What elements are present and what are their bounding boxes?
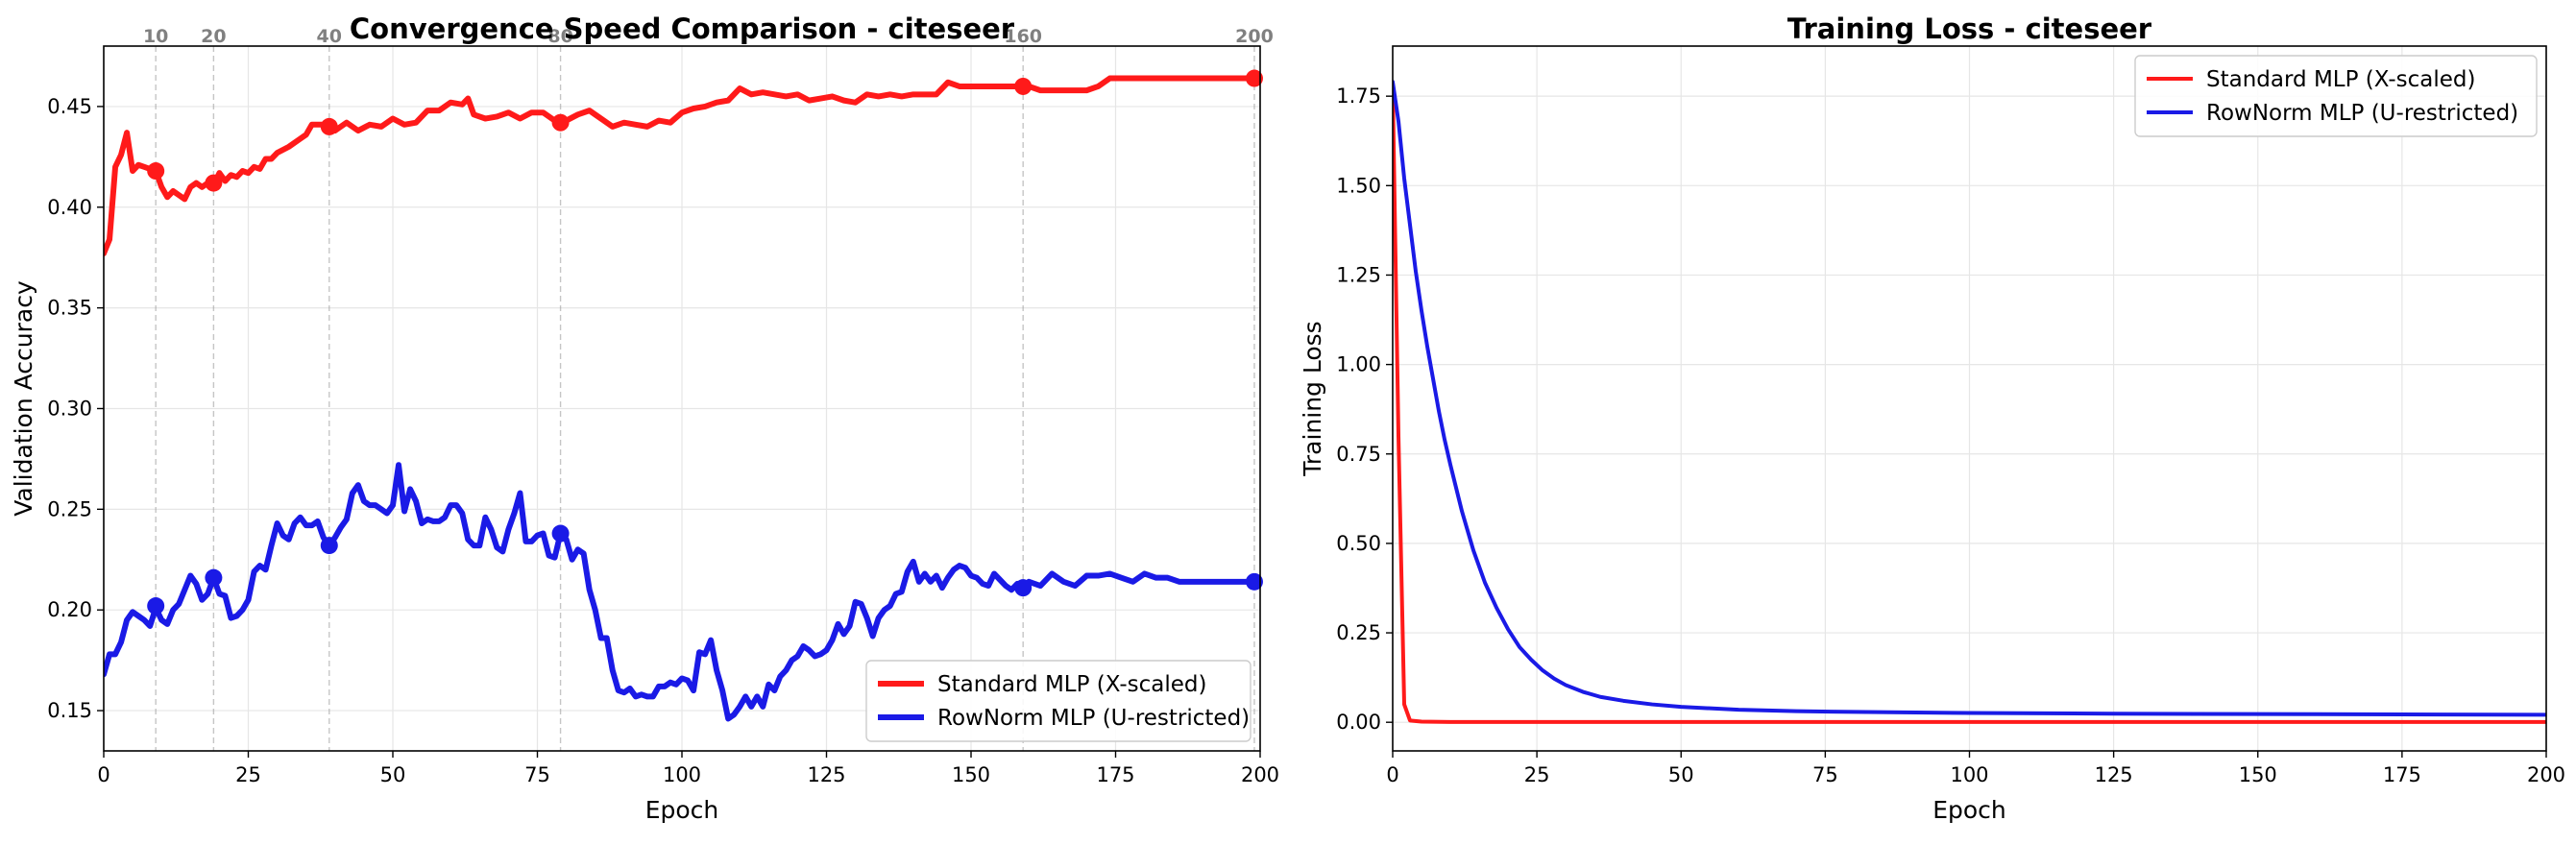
y-tick-label: 0.15 [47,699,92,722]
checkpoint-marker [147,162,165,181]
legend-label: Standard MLP (X-scaled) [937,672,1207,697]
plot-area [104,75,1260,722]
checkpoint-marker [320,537,338,555]
legend-label: RowNorm MLP (U-restricted) [937,706,1250,731]
convergence-chart: 10 20 40 80 160 200 0 25 50 75 100 125 150 175 200 0.15… [10,12,1279,824]
x-tick-label: 125 [2095,763,2133,786]
x-tick-label: 200 [1241,763,1279,786]
plot-area [1393,80,2546,724]
x-tick-label: 175 [1096,763,1134,786]
chart-title: Convergence Speed Comparison - citeseer [350,12,1015,45]
checkpoint-marker [1014,77,1033,95]
y-tick-label: 0.25 [1336,621,1381,644]
y-tick-label: 0.25 [47,497,92,520]
x-tick-label: 75 [1812,763,1838,786]
y-tick-label: 0.45 [47,95,92,118]
legend: Standard MLP (X-scaled) RowNorm MLP (U-re… [2134,55,2538,137]
x-tick-label: 175 [2383,763,2421,786]
x-tick-label: 25 [1524,763,1550,786]
y-tick-label: 0.35 [47,297,92,320]
checkpoint-label: 200 [1235,26,1274,47]
x-tick-label: 100 [663,763,701,786]
checkpoint-marker [551,113,570,132]
legend: Standard MLP (X-scaled) RowNorm MLP (U-re… [865,660,1252,742]
checkpoint-marker [1245,572,1263,591]
training-loss-chart: 0 25 50 75 100 125 150 175 200 0.00 0.25 0.50 0.75 1.… [1299,12,2565,824]
y-axis-label: Training Loss [1299,321,1326,476]
y-axis-label: Validation Accuracy [10,280,37,517]
series-line-0 [1393,83,2546,724]
x-tick-label: 200 [2527,763,2565,786]
y-tick-label: 0.50 [1336,532,1381,555]
y-tick-label: 0.30 [47,397,92,420]
series-line-1 [1393,80,2546,717]
y-tick-label: 0.20 [47,598,92,621]
legend-box [2134,55,2538,137]
checkpoint-marker [1014,579,1033,597]
x-tick-label: 150 [952,763,990,786]
checkpoint-label: 40 [317,26,342,47]
x-axis-label: Epoch [645,796,719,824]
checkpoint-marker [320,117,338,135]
series-line-1 [104,462,1260,722]
x-tick-label: 25 [235,763,261,786]
y-tick-label: 0.75 [1336,443,1381,466]
y-tick-label: 0.40 [47,196,92,219]
y-tick-label: 1.25 [1336,263,1381,286]
y-tick-label: 0.00 [1336,711,1381,734]
checkpoint-label: 160 [1004,26,1042,47]
x-tick-label: 50 [380,763,406,786]
y-tick-label: 1.00 [1336,353,1381,376]
x-tick-label: 75 [524,763,550,786]
checkpoint-label: 20 [201,26,226,47]
legend-label: Standard MLP (X-scaled) [2206,67,2476,92]
legend-box [865,660,1252,742]
x-tick-label: 150 [2239,763,2277,786]
checkpoint-marker [147,597,165,616]
x-axis-label: Epoch [1932,796,2006,824]
y-tick-label: 1.50 [1336,174,1381,197]
checkpoint-label: 80 [547,26,572,47]
legend-label: RowNorm MLP (U-restricted) [2206,101,2518,126]
checkpoint-marker [551,524,570,543]
series-line-0 [104,75,1260,257]
x-tick-label: 50 [1668,763,1694,786]
x-tick-label: 0 [1386,763,1398,786]
chart-title: Training Loss - citeseer [1787,12,2152,45]
checkpoint-label: 10 [143,26,168,47]
checkpoint-marker [205,568,223,587]
x-tick-label: 100 [1950,763,1988,786]
checkpoint-marker [1245,69,1263,87]
x-tick-label: 0 [97,763,109,786]
y-tick-label: 1.75 [1336,84,1381,108]
x-tick-label: 125 [807,763,845,786]
checkpoint-marker [205,174,223,192]
